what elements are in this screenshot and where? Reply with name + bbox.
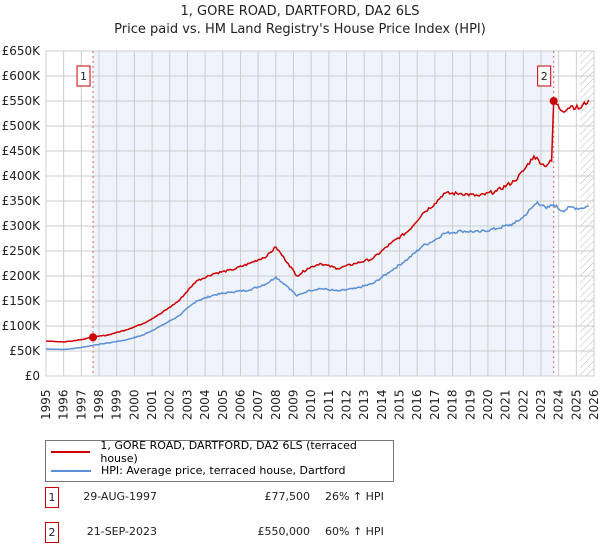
y-tick-label: £550K xyxy=(2,94,42,108)
x-tick-label: 2022 xyxy=(516,389,530,420)
y-tick-label: £300K xyxy=(2,219,42,233)
legend-item-property: 1, GORE ROAD, DARTFORD, DA2 6LS (terrace… xyxy=(51,439,393,465)
x-tick-label: 2017 xyxy=(428,389,442,420)
y-tick-label: £100K xyxy=(2,319,42,333)
x-tick-label: 2000 xyxy=(127,389,141,420)
x-tick-label: 2004 xyxy=(198,389,212,420)
x-tick-label: 2002 xyxy=(163,389,177,420)
x-tick-label: 2015 xyxy=(393,389,407,420)
x-tick-label: 2018 xyxy=(446,389,460,420)
x-tick-label: 2024 xyxy=(552,389,566,420)
y-tick-label: £400K xyxy=(2,169,42,183)
transaction-date: 29-AUG-1997 xyxy=(83,490,157,504)
x-tick-label: 2012 xyxy=(340,389,354,420)
sale-point xyxy=(549,97,558,105)
transaction-date: 21-SEP-2023 xyxy=(86,524,157,538)
x-tick-label: 2007 xyxy=(251,389,265,420)
transaction-price: £77,500 xyxy=(264,490,311,504)
sale-point xyxy=(89,333,98,342)
y-tick-label: £650K xyxy=(2,44,42,58)
hpi-line xyxy=(46,200,589,351)
x-tick-label: 2014 xyxy=(375,389,389,420)
y-tick-label: £150K xyxy=(2,294,42,308)
x-tick-label: 2003 xyxy=(180,389,194,420)
y-tick-label: £600K xyxy=(2,69,42,83)
x-tick-label: 2001 xyxy=(145,389,159,420)
x-tick-label: 2011 xyxy=(322,389,336,420)
x-tick-label: 2006 xyxy=(233,389,247,420)
annotation-label: 2 xyxy=(541,70,548,83)
transaction-marker: 2 xyxy=(45,521,59,543)
legend-swatch-red xyxy=(51,450,91,453)
y-tick-label: £0 xyxy=(25,369,40,383)
chart-title: 1, GORE ROAD, DARTFORD, DA2 6LS xyxy=(180,4,420,19)
shaded-period xyxy=(93,51,554,376)
x-tick-label: 2026 xyxy=(587,389,600,420)
legend-label: 1, GORE ROAD, DARTFORD, DA2 6LS (terrace… xyxy=(100,438,357,465)
y-tick-label: £450K xyxy=(2,144,42,158)
x-tick-label: 2013 xyxy=(357,389,371,420)
price-chart: 1995 1996 1997 1998 1999 2000 2001 2002 2003 2004… xyxy=(2,44,600,420)
legend-item-hpi: HPI: Average price, terraced house, Dart… xyxy=(51,463,345,479)
y-tick-label: £500K xyxy=(2,119,42,133)
property-price-line xyxy=(45,99,590,343)
transaction-row: 1 29-AUG-1997 £77,500 26% ↑ HPI xyxy=(45,487,445,509)
x-tick-label: 2005 xyxy=(216,389,230,420)
x-tick-label: 1996 xyxy=(57,389,71,420)
y-tick-label: £250K xyxy=(2,244,42,258)
transaction-price: £550,000 xyxy=(257,524,311,538)
annotation-box xyxy=(76,65,91,87)
x-tick-label: 2020 xyxy=(481,389,495,420)
annotation-box xyxy=(537,65,552,87)
legend-swatch-blue xyxy=(51,469,91,472)
x-tick-label: 2010 xyxy=(304,389,318,420)
x-tick-label: 2019 xyxy=(463,389,477,420)
x-tick-label: 1997 xyxy=(74,389,88,420)
x-tick-label: 2023 xyxy=(534,389,548,420)
y-tick-label: £50K xyxy=(9,344,41,358)
x-tick-label: 2021 xyxy=(499,389,513,420)
legend-label: HPI: Average price, terraced house, Dart… xyxy=(101,464,346,478)
transaction-row: 2 21-SEP-2023 £550,000 60% ↑ HPI xyxy=(45,521,445,543)
transaction-marker: 1 xyxy=(45,487,59,509)
x-tick-label: 2016 xyxy=(410,389,424,420)
legend: 1, GORE ROAD, DARTFORD, DA2 6LS (terrace… xyxy=(45,439,394,482)
annotation-label: 1 xyxy=(80,70,87,83)
forecast-hatch xyxy=(579,51,594,376)
x-tick-label: 2008 xyxy=(269,389,283,420)
x-tick-label: 1998 xyxy=(92,389,106,420)
x-tick-label: 2025 xyxy=(569,389,583,420)
y-tick-label: £350K xyxy=(2,194,42,208)
plot-frame xyxy=(45,50,595,377)
y-tick-label: £200K xyxy=(2,269,42,283)
transaction-hpi: 26% ↑ HPI xyxy=(325,490,384,504)
x-tick-label: 2009 xyxy=(286,389,300,420)
chart-subtitle: Price paid vs. HM Land Registry's House … xyxy=(114,22,486,37)
x-tick-label: 1995 xyxy=(39,389,53,420)
x-tick-label: 1999 xyxy=(110,389,124,420)
transaction-hpi: 60% ↑ HPI xyxy=(325,524,384,538)
